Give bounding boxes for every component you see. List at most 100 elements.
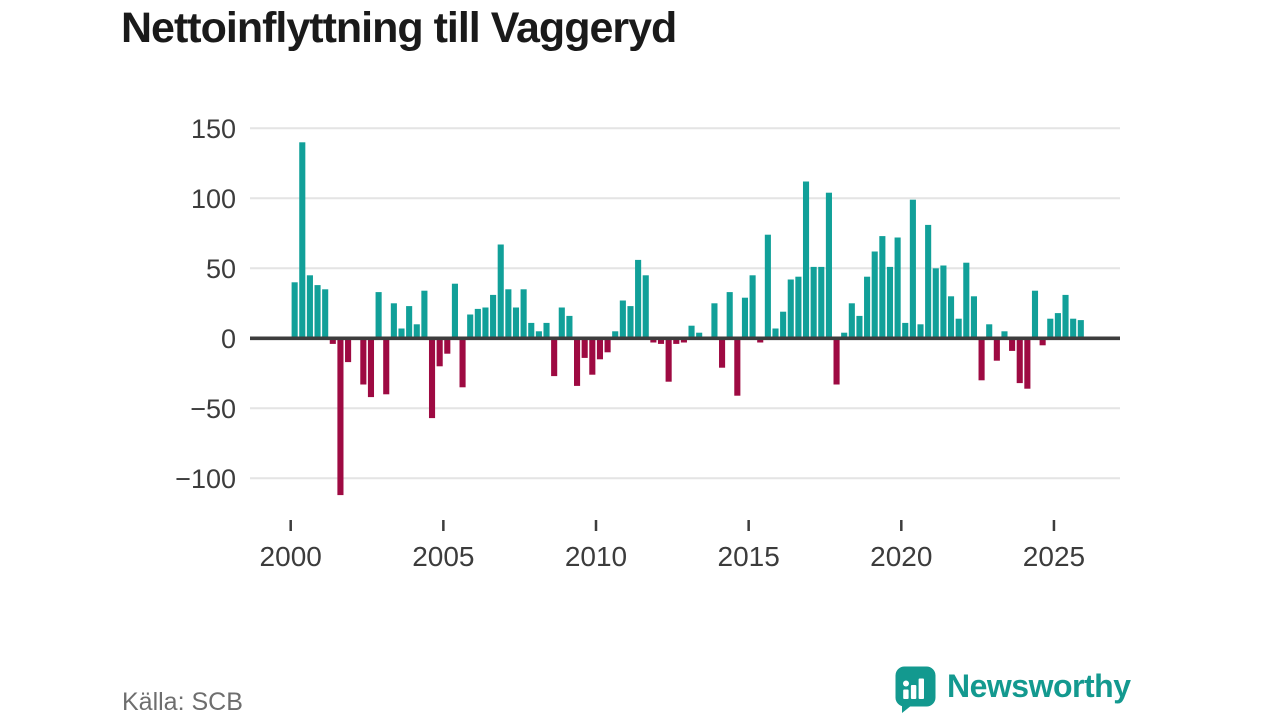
y-tick-label-100: 100 [191, 184, 236, 214]
newsworthy-wordmark: Newsworthy [947, 668, 1131, 704]
bar-2008-q1 [535, 331, 542, 339]
bar-2009-q1 [566, 315, 573, 339]
bar-2023-q3 [1009, 338, 1016, 351]
newsworthy-brand: Newsworthy [895, 666, 1131, 713]
bar-2023-q2 [1001, 331, 1008, 339]
bar-2009-q4 [589, 338, 596, 375]
y-tick-label--100: −100 [175, 464, 236, 494]
bar-2017-q3 [825, 192, 832, 339]
bar-2020-q2 [909, 199, 916, 339]
bar-2024-q4 [1047, 318, 1054, 339]
bar-2021-q3 [947, 296, 955, 339]
bar-2004-q4 [436, 338, 443, 367]
bar-2016-q3 [795, 276, 802, 339]
bar-2022-q1 [963, 262, 970, 339]
bar-2001-q3 [337, 338, 344, 496]
bar-2010-q2 [604, 338, 611, 353]
bar-2000-q3 [306, 275, 313, 339]
bar-2006-q3 [490, 294, 497, 339]
bar-2020-q3 [917, 324, 924, 339]
bar-2013-q4 [711, 303, 718, 339]
bar-2023-q1 [993, 338, 1000, 361]
x-tick-label-2015: 2015 [718, 541, 780, 572]
bar-2000-q2 [299, 142, 306, 339]
bar-2024-q2 [1031, 290, 1039, 339]
bar-2005-q2 [451, 283, 458, 339]
bar-2006-q4 [497, 244, 504, 339]
y-tick-label-150: 150 [191, 114, 236, 144]
bar-2001-q2 [329, 338, 336, 344]
bar-2004-q1 [413, 324, 420, 339]
source-label: Källa: SCB [122, 688, 243, 716]
bar-2025-q3 [1070, 318, 1077, 339]
bar-2002-q2 [360, 338, 367, 385]
bar-2018-q4 [864, 276, 871, 339]
bar-2022-q3 [978, 338, 985, 381]
bar-2017-q1 [810, 266, 817, 339]
bar-2020-q4 [925, 224, 932, 339]
bar-2012-q3 [673, 338, 680, 344]
page-title: Nettoinflyttning till Vaggeryd [121, 4, 677, 52]
bar-2012-q1 [657, 338, 665, 344]
bar-2007-q4 [528, 322, 535, 339]
bar-2008-q4 [558, 307, 565, 339]
bar-2005-q3 [459, 338, 466, 388]
bar-2020-q1 [902, 322, 909, 339]
bar-2011-q3 [642, 275, 649, 339]
bar-2016-q1 [780, 311, 787, 339]
bar-2025-q1 [1054, 313, 1061, 339]
bar-2007-q1 [505, 289, 512, 339]
bar-2018-q2 [848, 303, 855, 339]
bar-2013-q1 [688, 325, 695, 339]
x-tick-label-2025: 2025 [1023, 541, 1085, 572]
bar-2011-q2 [635, 259, 642, 339]
bar-2002-q4 [375, 292, 382, 339]
bar-2023-q4 [1016, 338, 1023, 384]
bar-2010-q3 [612, 331, 619, 339]
bar-2003-q2 [390, 303, 397, 339]
net-migration-bar-chart: 150 100 50 0 −50 −100 2000 2005 2010 2015 2020 2025 [175, 114, 1120, 572]
bar-2022-q4 [986, 324, 993, 339]
bar-2004-q3 [428, 338, 436, 419]
bar-2009-q3 [581, 338, 588, 358]
newsworthy-logo-icon [895, 666, 936, 713]
bar-2015-q1 [749, 275, 756, 339]
bar-2011-q4 [650, 338, 657, 343]
x-tick-label-2010: 2010 [565, 541, 627, 572]
bar-2012-q2 [665, 338, 672, 382]
bar-2014-q1 [719, 338, 726, 368]
bar-2019-q4 [894, 237, 901, 339]
bar-2019-q1 [871, 251, 878, 339]
x-tick-label-2000: 2000 [260, 541, 322, 572]
bar-2015-q4 [772, 328, 779, 339]
bar-2005-q4 [467, 314, 474, 339]
bar-2024-q1 [1024, 338, 1031, 389]
bar-2025-q4 [1077, 320, 1084, 339]
bar-2007-q3 [520, 289, 527, 339]
bar-2015-q3 [764, 234, 771, 339]
y-tick-label--50: −50 [190, 394, 236, 424]
bar-2017-q2 [818, 266, 825, 339]
bar-2015-q2 [757, 338, 764, 343]
bar-2018-q1 [841, 332, 848, 339]
bar-2003-q4 [406, 306, 413, 339]
bar-2002-q3 [367, 338, 375, 398]
bar-2003-q3 [398, 328, 405, 339]
bar-2011-q1 [627, 306, 634, 339]
bar-2012-q4 [680, 338, 687, 343]
bar-2018-q3 [856, 315, 863, 339]
bar-2008-q2 [543, 322, 550, 339]
bar-2024-q3 [1039, 338, 1046, 346]
bar-2017-q4 [833, 338, 840, 385]
bar-2021-q1 [932, 268, 939, 339]
bar-2006-q2 [482, 307, 489, 339]
bar-2014-q4 [741, 297, 749, 339]
bar-2008-q3 [551, 338, 558, 377]
bar-2022-q2 [970, 296, 977, 339]
bar-2009-q2 [574, 338, 581, 386]
bar-2016-q2 [787, 279, 794, 339]
bar-2014-q3 [734, 338, 741, 396]
x-tick-label-2005: 2005 [412, 541, 474, 572]
bar-2021-q2 [940, 265, 947, 339]
